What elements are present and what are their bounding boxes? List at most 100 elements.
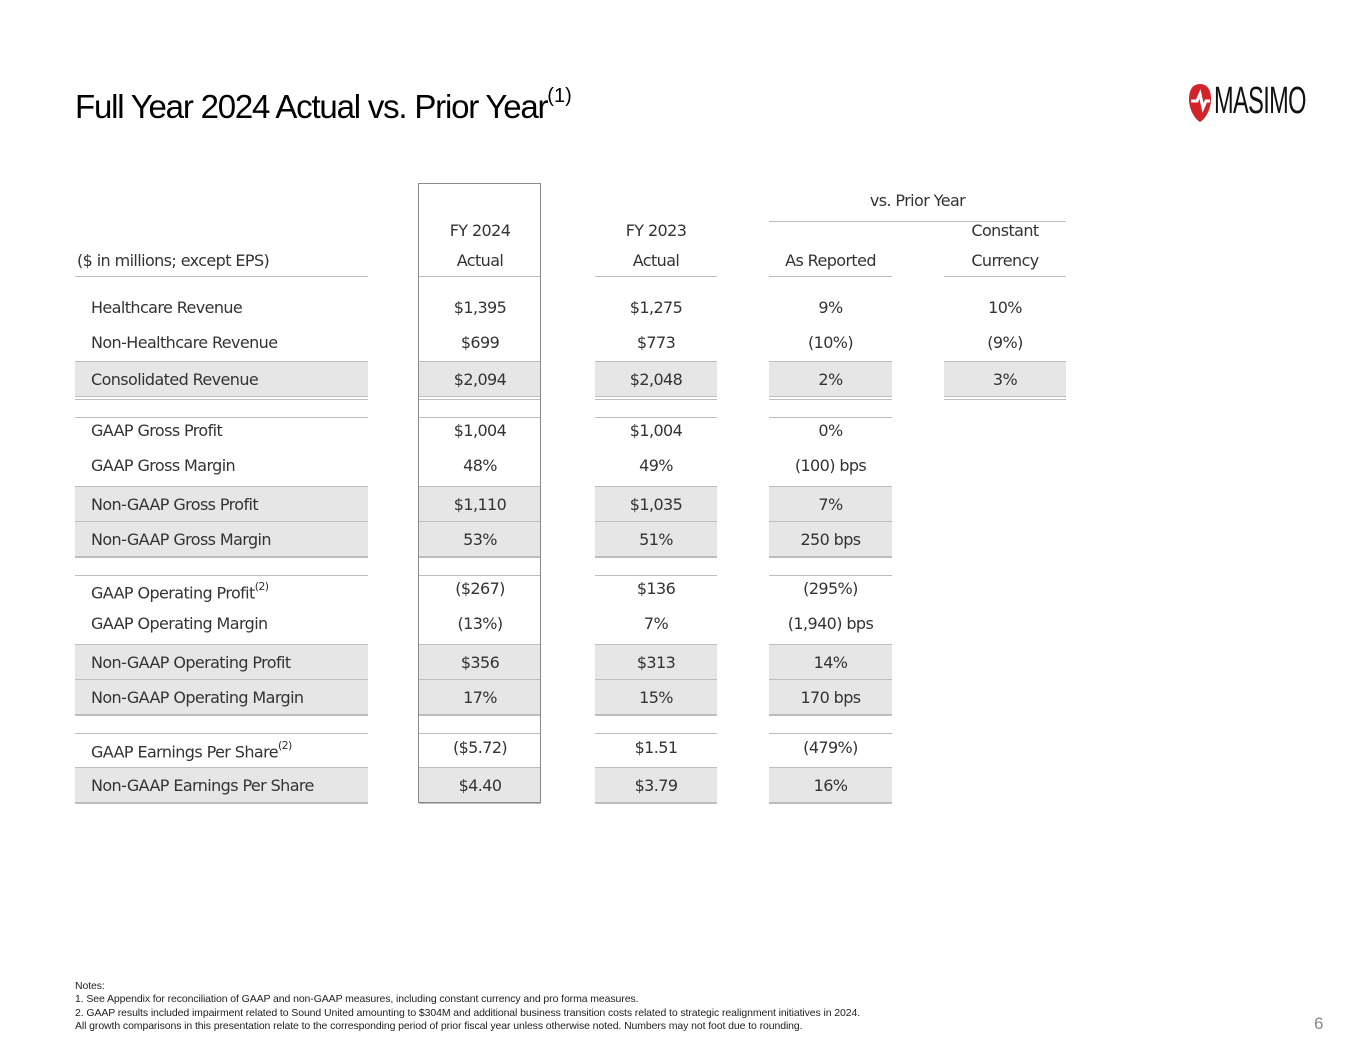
row-label: GAAP Earnings Per Share(2)	[75, 730, 368, 765]
cell-text: 250 bps	[800, 530, 861, 549]
cell-text: $2,094	[453, 370, 507, 389]
divider	[419, 803, 541, 804]
cell-fy2023: 7%	[595, 606, 717, 641]
cell-text: 7%	[818, 495, 843, 514]
page-number: 6	[1314, 1014, 1324, 1033]
cell-text: 9%	[818, 298, 843, 317]
cell-as-reported: 170 bps	[769, 679, 892, 715]
note-item: All growth comparisons in this presentat…	[75, 1019, 803, 1032]
header-cc-line2: Currency	[971, 251, 1039, 270]
cell-fy2023: 49%	[595, 448, 717, 483]
cell-text: Non-GAAP Gross Profit	[91, 495, 259, 514]
cell-text: 51%	[639, 530, 673, 549]
divider	[769, 221, 1066, 222]
cell-fy2024: 53%	[419, 521, 541, 557]
divider	[769, 803, 892, 804]
cell-fy2023: $136	[595, 571, 717, 606]
cell-as-reported: 250 bps	[769, 521, 892, 557]
cell-fy2023: $1,275	[595, 290, 717, 325]
cell-as-reported: (10%)	[769, 325, 892, 360]
divider	[595, 417, 717, 418]
cell-fy2023: 15%	[595, 679, 717, 715]
title-footnote-ref: (1)	[547, 85, 572, 107]
cell-text: $773	[636, 333, 676, 352]
cell-text: $4.40	[458, 776, 502, 795]
divider	[419, 715, 541, 716]
note-item: 2. GAAP results included impairment rela…	[75, 1006, 861, 1019]
cell-fy2024: $1,004	[419, 413, 541, 448]
cell-fy2023: $3.79	[595, 767, 717, 803]
footnote-ref: (2)	[277, 739, 292, 752]
cell-as-reported: 16%	[769, 767, 892, 803]
cell-text: 15%	[639, 688, 673, 707]
header-constant-currency: Constant Currency	[944, 216, 1066, 276]
cell-text: GAAP Operating Profit	[91, 583, 255, 603]
group-header-vs-prior-year: vs. Prior Year	[869, 191, 966, 210]
cell-text: Non-GAAP Operating Profit	[91, 653, 291, 672]
cell-as-reported: 2%	[769, 361, 892, 397]
row-label: Consolidated Revenue	[75, 361, 368, 397]
divider	[595, 399, 717, 400]
note-item: 1. See Appendix for reconciliation of GA…	[75, 993, 639, 1006]
title-text: Full Year 2024 Actual vs. Prior Year	[75, 88, 548, 125]
cell-fy2023: $2,048	[595, 361, 717, 397]
cell-fy2024: $4.40	[419, 767, 541, 803]
cell-fy2023: 51%	[595, 521, 717, 557]
cell-text: Non-GAAP Gross Margin	[91, 530, 272, 549]
cell-as-reported: 7%	[769, 486, 892, 522]
divider	[769, 276, 892, 277]
cell-text: $1,395	[453, 298, 507, 317]
cell-text: (1,940) bps	[787, 614, 874, 633]
header-cc-line1: Constant	[971, 221, 1039, 240]
row-label: GAAP Gross Profit	[75, 413, 368, 448]
divider	[75, 733, 368, 734]
cell-text: (479%)	[803, 738, 858, 757]
cell-fy2023: $1,004	[595, 413, 717, 448]
row-label: Non-GAAP Operating Margin	[75, 679, 368, 715]
divider	[595, 733, 717, 734]
cell-as-reported: 9%	[769, 290, 892, 325]
cell-text: GAAP Gross Profit	[91, 421, 223, 440]
cell-text: $1,275	[629, 298, 683, 317]
logo-wordmark: MASIMO	[1214, 80, 1306, 122]
cell-text: (9%)	[987, 333, 1023, 352]
cell-text: 14%	[813, 653, 848, 672]
cell-text: (10%)	[807, 333, 854, 352]
cell-text: $2,048	[629, 370, 683, 389]
masimo-logo: MASIMO	[1188, 80, 1362, 123]
row-label: Non-GAAP Gross Margin	[75, 521, 368, 557]
divider	[769, 733, 892, 734]
cell-text: 2%	[818, 370, 843, 389]
row-label: Non-GAAP Earnings Per Share	[75, 767, 368, 803]
divider	[419, 733, 541, 734]
header-fy2023-line2: Actual	[632, 251, 680, 270]
cell-constant-currency: (9%)	[944, 325, 1066, 360]
cell-fy2024: (13%)	[419, 606, 541, 641]
cell-text: 10%	[988, 298, 1022, 317]
divider	[769, 399, 892, 400]
cell-text: 48%	[463, 456, 497, 475]
cell-fy2024: ($267)	[419, 571, 541, 606]
divider	[419, 276, 541, 277]
cell-text: $1,004	[453, 421, 507, 440]
divider	[75, 399, 368, 400]
notes-heading: Notes:	[75, 980, 105, 992]
cell-text: $1.51	[634, 738, 678, 757]
divider	[75, 715, 368, 716]
divider	[769, 715, 892, 716]
cell-text: 17%	[463, 688, 497, 707]
divider	[595, 803, 717, 804]
cell-text: 53%	[463, 530, 497, 549]
cell-text: Non-GAAP Operating Margin	[91, 688, 304, 707]
cell-text: (295%)	[803, 579, 858, 598]
cell-constant-currency: 10%	[944, 290, 1066, 325]
divider	[419, 399, 541, 400]
cell-text: $1,035	[629, 495, 683, 514]
cell-fy2024: $2,094	[419, 361, 541, 397]
cell-text: GAAP Operating Margin	[91, 614, 268, 633]
cell-text: $313	[636, 653, 676, 672]
cell-text: 0%	[818, 421, 843, 440]
cell-text: 170 bps	[800, 688, 861, 707]
cell-fy2024: $356	[419, 644, 541, 680]
cell-as-reported: (295%)	[769, 571, 892, 606]
